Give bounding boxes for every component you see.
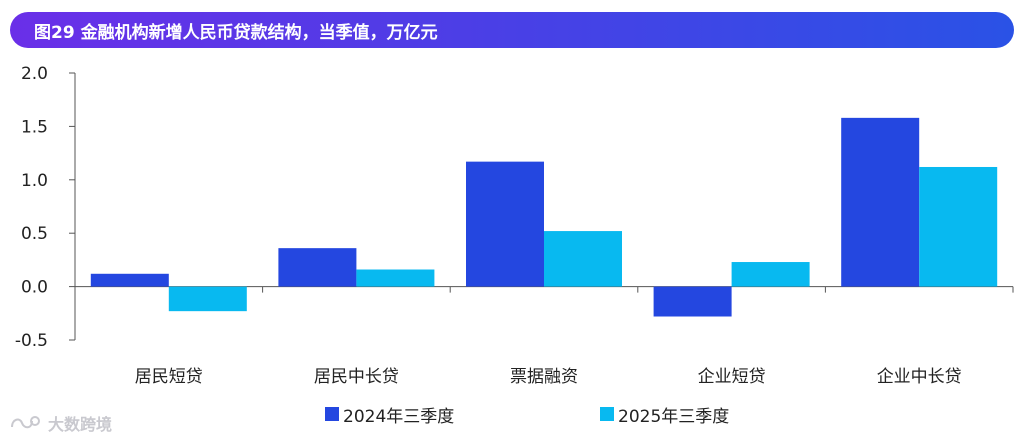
bar-series-2 [919, 166, 998, 287]
chart-bars [90, 117, 998, 317]
bar-series-1 [466, 161, 544, 287]
bar-series-2 [731, 262, 810, 287]
legend-label-series-2: 2025年三季度 [618, 406, 730, 427]
legend-item-series-1: 2024年三季度 [325, 402, 455, 427]
y-tick-label: 1.0 [21, 171, 48, 191]
x-category-label: 企业中长贷 [877, 367, 962, 387]
y-tick-label: 1.5 [21, 117, 48, 137]
bar-series-1 [653, 286, 732, 317]
bar-series-1 [841, 117, 920, 287]
chart-title-bar: 图29 金融机构新增人民币贷款结构，当季值，万亿元 [10, 12, 1014, 48]
bar-series-2 [168, 286, 247, 312]
bar-series-2 [544, 231, 622, 287]
bar-series-1 [90, 273, 169, 287]
x-category-label: 居民中长贷 [314, 367, 399, 387]
bar-series-1 [278, 248, 357, 287]
legend-item-series-2: 2025年三季度 [600, 402, 730, 427]
bar-series-2 [356, 269, 435, 287]
watermark-text: 大数跨境 [48, 415, 113, 434]
watermark: 大数跨境 [8, 412, 112, 434]
legend-label-series-1: 2024年三季度 [343, 406, 455, 427]
watermark-logo-icon [11, 416, 40, 429]
y-tick-label: 0.0 [21, 278, 48, 298]
x-category-label: 企业短贷 [698, 367, 766, 387]
y-tick-label: 0.5 [21, 224, 48, 244]
legend-swatch-series-1 [325, 407, 339, 421]
y-tick-label: -0.5 [15, 331, 48, 351]
x-category-label: 居民短贷 [135, 367, 203, 387]
y-tick-label: 2.0 [21, 64, 48, 84]
chart-labels: 2.0 1.5 1.0 0.5 0.0 -0.5 居民短贷 居民中长贷 票据融资 企业短贷 企业中长… [15, 64, 962, 387]
legend-swatch-series-2 [600, 407, 614, 421]
x-category-label: 票据融资 [510, 367, 578, 387]
chart-title: 图29 金融机构新增人民币贷款结构，当季值，万亿元 [34, 22, 438, 43]
